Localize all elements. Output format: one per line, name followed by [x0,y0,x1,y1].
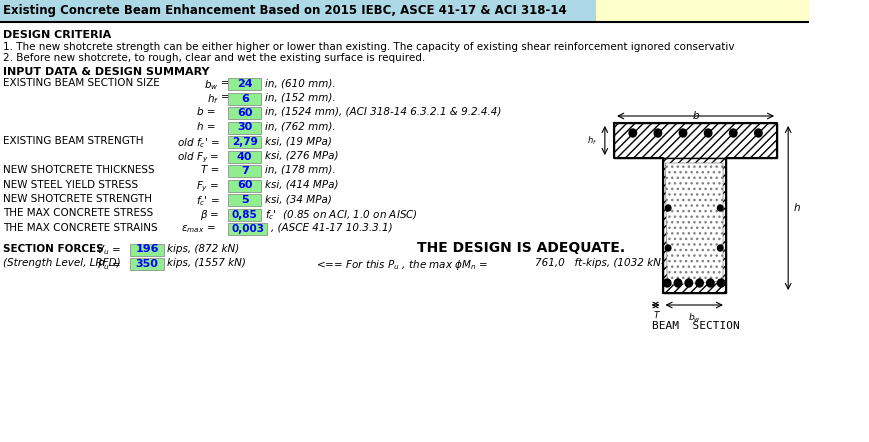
Circle shape [730,129,737,137]
Circle shape [754,129,762,137]
Text: THE DESIGN IS ADEQUATE.: THE DESIGN IS ADEQUATE. [417,241,625,255]
FancyBboxPatch shape [228,165,262,177]
Text: h: h [793,203,800,213]
Bar [662,158,726,293]
Text: $V_u$ =: $V_u$ = [96,244,121,257]
Text: 2. Before new shotcrete, to rough, clear and wet the existing surface is require: 2. Before new shotcrete, to rough, clear… [3,53,425,63]
FancyBboxPatch shape [228,92,262,104]
FancyBboxPatch shape [595,0,809,22]
Text: 196: 196 [136,244,159,255]
Text: b: b [693,111,699,121]
Circle shape [664,279,671,287]
Text: in, (152 mm).: in, (152 mm). [265,92,335,103]
Text: 40: 40 [237,152,253,161]
FancyBboxPatch shape [228,223,267,235]
Text: THE MAX CONCRETE STRESS: THE MAX CONCRETE STRESS [3,209,153,218]
Text: 24: 24 [237,79,253,89]
Circle shape [718,245,723,251]
Circle shape [718,279,725,287]
Circle shape [696,279,703,287]
Text: DESIGN CRITERIA: DESIGN CRITERIA [3,30,111,40]
Text: 5: 5 [241,195,249,205]
Text: 60: 60 [237,108,253,118]
Text: BEAM  SECTION: BEAM SECTION [652,321,740,331]
FancyBboxPatch shape [228,136,262,148]
FancyBboxPatch shape [228,209,262,221]
Text: 60: 60 [237,180,253,191]
FancyBboxPatch shape [228,150,262,163]
Text: 7: 7 [241,166,249,176]
Text: SECTION FORCES: SECTION FORCES [3,244,103,254]
Circle shape [705,129,712,137]
FancyBboxPatch shape [0,0,809,22]
Circle shape [666,205,671,211]
Text: T: T [653,311,659,320]
Text: $F_y$ =: $F_y$ = [196,179,220,194]
FancyBboxPatch shape [228,194,262,206]
Circle shape [629,129,636,137]
Text: Existing Concrete Beam Enhancement Based on 2015 IEBC, ASCE 41-17 & ACI 318-14: Existing Concrete Beam Enhancement Based… [3,4,567,17]
Text: h =: h = [197,122,216,132]
FancyBboxPatch shape [228,78,262,90]
Text: 30: 30 [237,122,252,133]
Text: NEW SHOTCRETE THICKNESS: NEW SHOTCRETE THICKNESS [3,165,155,175]
Text: $h_f$: $h_f$ [207,92,219,106]
Text: =: = [221,78,229,88]
Circle shape [706,279,714,287]
FancyBboxPatch shape [228,179,262,191]
Text: 2,79: 2,79 [232,137,257,147]
Text: kips, (872 kN): kips, (872 kN) [168,244,240,254]
Text: T =: T = [202,165,220,175]
Text: ksi, (414 MPa): ksi, (414 MPa) [265,179,339,190]
Circle shape [680,129,687,137]
Text: INPUT DATA & DESIGN SUMMARY: INPUT DATA & DESIGN SUMMARY [3,67,209,77]
Text: in, (1524 mm), (ACI 318-14 6.3.2.1 & 9.2.4.4): in, (1524 mm), (ACI 318-14 6.3.2.1 & 9.2… [265,107,501,117]
Text: kips, (1557 kN): kips, (1557 kN) [168,258,247,268]
Text: EXISTING BEAM STRENGTH: EXISTING BEAM STRENGTH [3,136,143,146]
Text: $h_f$: $h_f$ [587,134,597,147]
FancyBboxPatch shape [130,244,163,255]
Circle shape [666,245,671,251]
Text: $b_w$: $b_w$ [687,311,700,324]
FancyBboxPatch shape [228,107,262,119]
Text: NEW SHOTCRETE STRENGTH: NEW SHOTCRETE STRENGTH [3,194,152,204]
Circle shape [654,129,661,137]
FancyBboxPatch shape [228,122,262,133]
Text: 0,003: 0,003 [231,224,264,234]
Text: ksi, (19 MPa): ksi, (19 MPa) [265,136,332,146]
Text: old $F_y$ =: old $F_y$ = [177,150,220,165]
Text: old $f_c$' =: old $f_c$' = [176,136,220,150]
Text: 0,85: 0,85 [232,210,257,220]
Text: in, (610 mm).: in, (610 mm). [265,78,335,88]
Text: $b_w$: $b_w$ [204,78,219,92]
Text: ksi, (276 MPa): ksi, (276 MPa) [265,150,339,160]
Text: , (ASCE 41-17 10.3.3.1): , (ASCE 41-17 10.3.3.1) [271,223,393,233]
Text: <== For this $P_u$ , the max $\phi M_n$ =: <== For this $P_u$ , the max $\phi M_n$ … [316,258,488,272]
Text: $P_u$ =: $P_u$ = [97,258,121,272]
Text: in, (178 mm).: in, (178 mm). [265,165,335,175]
Polygon shape [666,163,723,285]
Text: $f_c$'  (0.85 on ACI, 1.0 on AISC): $f_c$' (0.85 on ACI, 1.0 on AISC) [265,209,418,222]
Bar [614,123,777,158]
Circle shape [718,205,723,211]
Circle shape [685,279,693,287]
Text: (Strength Level, LRFD): (Strength Level, LRFD) [3,258,121,268]
Text: 1. The new shotcrete strength can be either higher or lower than existing. The c: 1. The new shotcrete strength can be eit… [3,42,734,52]
Text: $\varepsilon_{max}$ =: $\varepsilon_{max}$ = [182,223,216,235]
Text: 761,0   ft-kips, (1032 kN-m).: 761,0 ft-kips, (1032 kN-m). [535,258,682,268]
Circle shape [674,279,681,287]
FancyBboxPatch shape [130,258,163,270]
Text: b =: b = [197,107,216,117]
Text: ksi, (34 MPa): ksi, (34 MPa) [265,194,332,204]
Text: =: = [221,92,229,103]
Text: 350: 350 [136,259,158,269]
Text: $f_c$' =: $f_c$' = [196,194,220,208]
Text: NEW STEEL YIELD STRESS: NEW STEEL YIELD STRESS [3,179,138,190]
Text: $\beta$ =: $\beta$ = [200,209,220,222]
Text: 6: 6 [241,94,249,103]
Text: in, (762 mm).: in, (762 mm). [265,122,335,132]
Text: EXISTING BEAM SECTION SIZE: EXISTING BEAM SECTION SIZE [3,78,160,88]
Text: THE MAX CONCRETE STRAINS: THE MAX CONCRETE STRAINS [3,223,157,233]
